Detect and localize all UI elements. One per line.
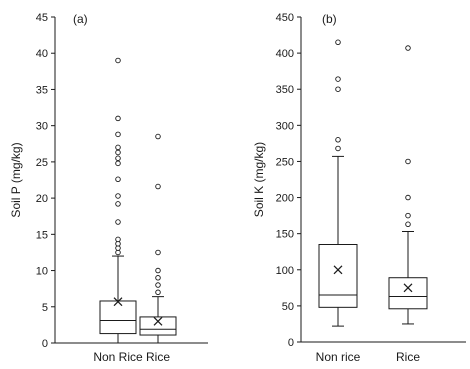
y-tick-label: 400 <box>276 48 294 60</box>
outlier-point <box>155 275 161 281</box>
y-tick-label: 350 <box>276 84 294 96</box>
mean-marker <box>153 316 163 326</box>
outlier-point <box>115 144 121 151</box>
y-tick-label: 35 <box>36 84 48 96</box>
outlier-point <box>115 149 121 156</box>
y-tick-label: 5 <box>42 302 48 314</box>
x-category-label: Rice <box>396 350 420 364</box>
y-tick-label: 30 <box>36 121 48 133</box>
panel-label: (b) <box>322 12 337 26</box>
mean-marker <box>403 283 413 293</box>
y-tick-label: 50 <box>282 301 294 313</box>
outlier-point <box>115 201 121 207</box>
outlier-point <box>155 183 161 190</box>
box-iqr <box>139 316 177 336</box>
mean-marker-stroke <box>333 265 343 275</box>
y-tick-label: 0 <box>288 337 294 349</box>
outlier-point <box>155 267 161 274</box>
y-axis-title: Soil K (mg/kg) <box>252 142 266 217</box>
y-tick-label: 450 <box>276 12 294 24</box>
y-tick-label: 150 <box>276 229 294 241</box>
outlier-point <box>405 221 411 228</box>
outlier-point <box>155 249 161 256</box>
outlier-point <box>115 155 121 162</box>
y-tick-label: 200 <box>276 193 294 205</box>
x-category-label: Non Rice <box>93 350 143 364</box>
outlier-point <box>115 236 121 243</box>
outlier-point <box>335 76 341 82</box>
outlier-point <box>405 45 411 51</box>
box-iqr <box>318 244 358 308</box>
y-tick-label: 0 <box>42 338 48 350</box>
outlier-point <box>405 194 411 201</box>
outlier-point <box>115 57 121 64</box>
y-tick-label: 300 <box>276 120 294 132</box>
outlier-point <box>405 212 411 219</box>
mean-marker <box>113 297 123 307</box>
outlier-point <box>115 219 121 225</box>
outlier-point <box>115 193 121 199</box>
outlier-point <box>115 160 121 167</box>
mean-marker-stroke <box>153 316 163 326</box>
y-tick-label: 100 <box>276 265 294 277</box>
box-iqr <box>388 277 428 310</box>
outlier-point <box>115 131 121 138</box>
y-tick-label: 40 <box>36 48 48 60</box>
box-iqr <box>99 300 137 335</box>
y-tick-label: 15 <box>36 229 48 241</box>
x-category-label: Rice <box>146 350 170 364</box>
mean-marker-stroke <box>113 297 123 307</box>
y-tick-label: 250 <box>276 156 294 168</box>
x-category-label: Non rice <box>316 350 361 364</box>
y-tick-label: 45 <box>36 12 48 24</box>
y-axis-title: Soil P (mg/kg) <box>9 142 23 217</box>
outlier-point <box>155 133 161 140</box>
panel-label: (a) <box>73 12 88 26</box>
outlier-point <box>335 39 341 46</box>
y-tick-label: 10 <box>36 266 48 278</box>
outlier-point <box>335 145 341 152</box>
outlier-point <box>155 289 161 296</box>
y-tick-label: 20 <box>36 193 48 205</box>
mean-marker <box>333 265 343 275</box>
y-tick-label: 25 <box>36 157 48 169</box>
outlier-point <box>115 115 121 122</box>
panel-b-soil-k: 0 50 100 150 200 250 300 350 400 450 Soil K (mg/kg… <box>252 12 466 364</box>
outlier-point <box>335 86 341 92</box>
outlier-point <box>155 282 161 288</box>
outlier-point <box>405 158 411 165</box>
outlier-point <box>115 176 121 183</box>
mean-marker-stroke <box>403 283 413 293</box>
outlier-point <box>335 137 341 143</box>
panel-a-soil-p: 0 5 10 15 20 25 30 35 40 45 Soil P (mg/kg) (a) Non R… <box>9 12 208 364</box>
